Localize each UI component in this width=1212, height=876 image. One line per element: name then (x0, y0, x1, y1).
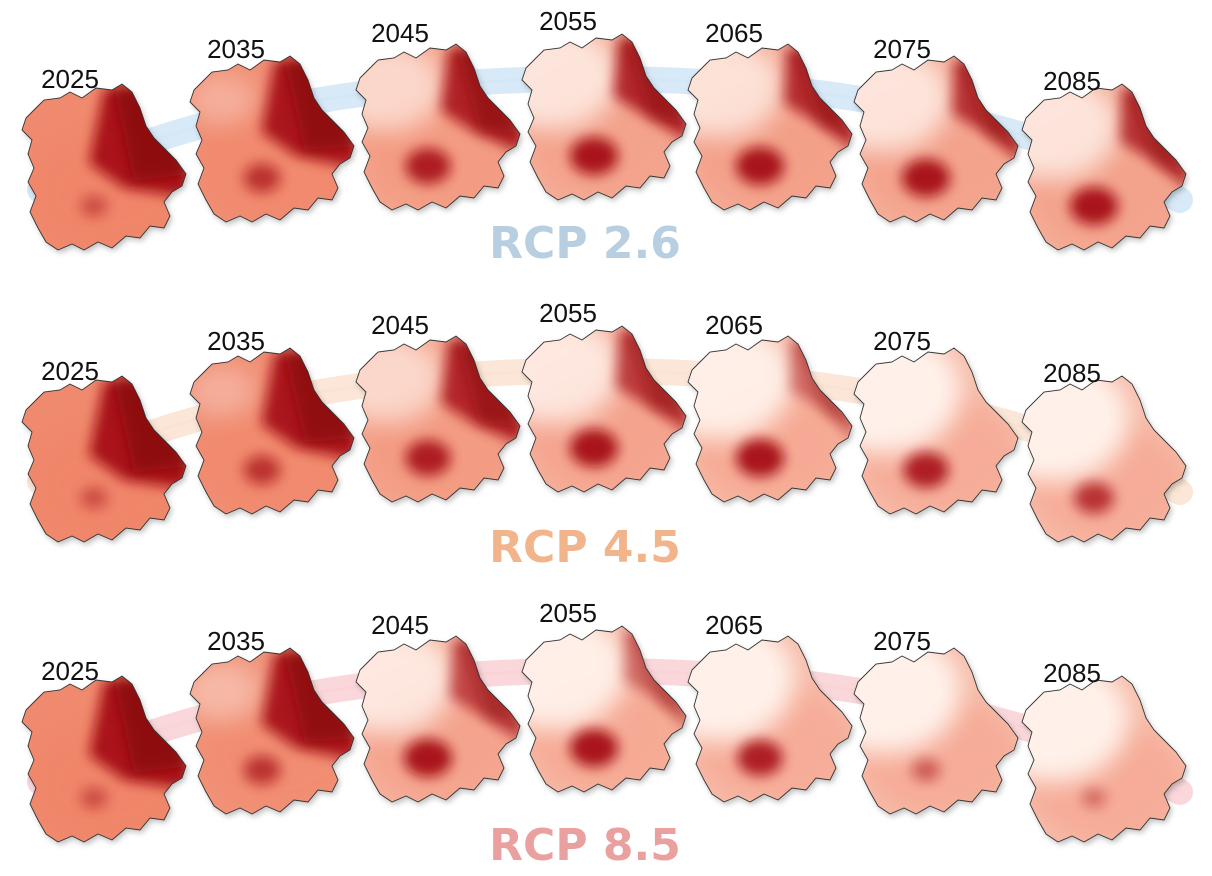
heat-map-panel (853, 55, 1019, 223)
heat-map-panel (1021, 83, 1187, 251)
scenario-row: 2025 2035 2045 2055 2065 2075 2085 RCP 4.5 (21, 298, 1193, 573)
hotspot-south (405, 440, 451, 476)
year-label: 2085 (1043, 358, 1101, 388)
year-label: 2075 (873, 326, 931, 356)
heat-map-panel (521, 625, 687, 793)
cool-northwest-area (854, 348, 961, 454)
scenario-label: RCP 2.6 (489, 218, 681, 269)
hotspot-south (736, 147, 784, 185)
hotspot-south (404, 739, 452, 777)
cool-northwest-area (356, 636, 454, 734)
year-label: 2035 (207, 34, 265, 64)
cool-northwest-area (1022, 676, 1129, 782)
cool-northwest-area (190, 74, 257, 126)
heat-map-panel (687, 43, 853, 211)
cool-northwest-area (522, 626, 627, 730)
year-label: 2085 (1043, 658, 1101, 688)
hotspot-south (1081, 788, 1107, 808)
cool-northwest-area (688, 636, 795, 742)
year-label: 2075 (873, 34, 931, 64)
year-label: 2065 (705, 310, 763, 340)
hotspot-south (80, 487, 108, 509)
heat-map-panel (1021, 675, 1187, 843)
year-label: 2065 (705, 610, 763, 640)
cool-northwest-area (522, 326, 620, 424)
year-label: 2025 (41, 356, 99, 386)
heat-map-panel (687, 335, 853, 503)
hotspot-south (570, 137, 618, 175)
hotspot-south (243, 455, 281, 485)
cool-northwest-area (1022, 376, 1129, 482)
heat-map-panel (21, 375, 187, 543)
year-label: 2035 (207, 326, 265, 356)
year-label: 2045 (371, 610, 429, 640)
year-label: 2035 (207, 626, 265, 656)
year-label: 2055 (539, 598, 597, 628)
heat-map-panel (189, 347, 355, 515)
year-label: 2065 (705, 18, 763, 48)
year-label: 2045 (371, 18, 429, 48)
cool-northwest-area (190, 662, 261, 722)
heat-map-panel (189, 55, 355, 223)
hotspot-south (80, 195, 108, 217)
scenario-label: RCP 4.5 (489, 522, 681, 573)
hotspot-south (570, 429, 618, 467)
hotspot-south (902, 159, 950, 197)
hotspot-south (911, 758, 941, 782)
hotspot-south (80, 787, 108, 809)
heat-map-panel (355, 635, 521, 803)
hotspot-south (737, 740, 783, 776)
year-label: 2075 (873, 626, 931, 656)
heat-map-panel (853, 347, 1019, 515)
year-label: 2025 (41, 64, 99, 94)
hotspot-south (1070, 187, 1118, 225)
hotspot-south (570, 729, 618, 767)
hotspot-south (903, 452, 949, 488)
heat-map-panel (189, 647, 355, 815)
heat-map-panel (1021, 375, 1187, 543)
heat-map-panel (521, 33, 687, 201)
year-label: 2085 (1043, 66, 1101, 96)
heat-map-panel (853, 647, 1019, 815)
hotspot-south (1074, 482, 1114, 514)
cool-northwest-area (854, 648, 961, 754)
year-label: 2025 (41, 656, 99, 686)
year-label: 2055 (539, 6, 597, 36)
scenario-row: 2025 2035 2045 2055 2065 2075 2085 RCP 8.5 (21, 598, 1193, 871)
scenario-row: 2025 2035 2045 2055 2065 2075 2085 RCP 2.6 (21, 6, 1193, 269)
hotspot-south (243, 163, 281, 193)
cool-northwest-area (688, 336, 793, 440)
heat-map-panel (21, 675, 187, 843)
hotspot-south (243, 755, 281, 785)
heat-map-panel (687, 635, 853, 803)
cool-northwest-area (190, 366, 257, 418)
heat-map-panel (21, 83, 187, 251)
heat-map-panel (521, 325, 687, 493)
year-label: 2045 (371, 310, 429, 340)
hotspot-south (736, 439, 784, 477)
hotspot-south (405, 148, 451, 184)
scenario-label: RCP 8.5 (489, 820, 681, 871)
year-label: 2055 (539, 298, 597, 328)
